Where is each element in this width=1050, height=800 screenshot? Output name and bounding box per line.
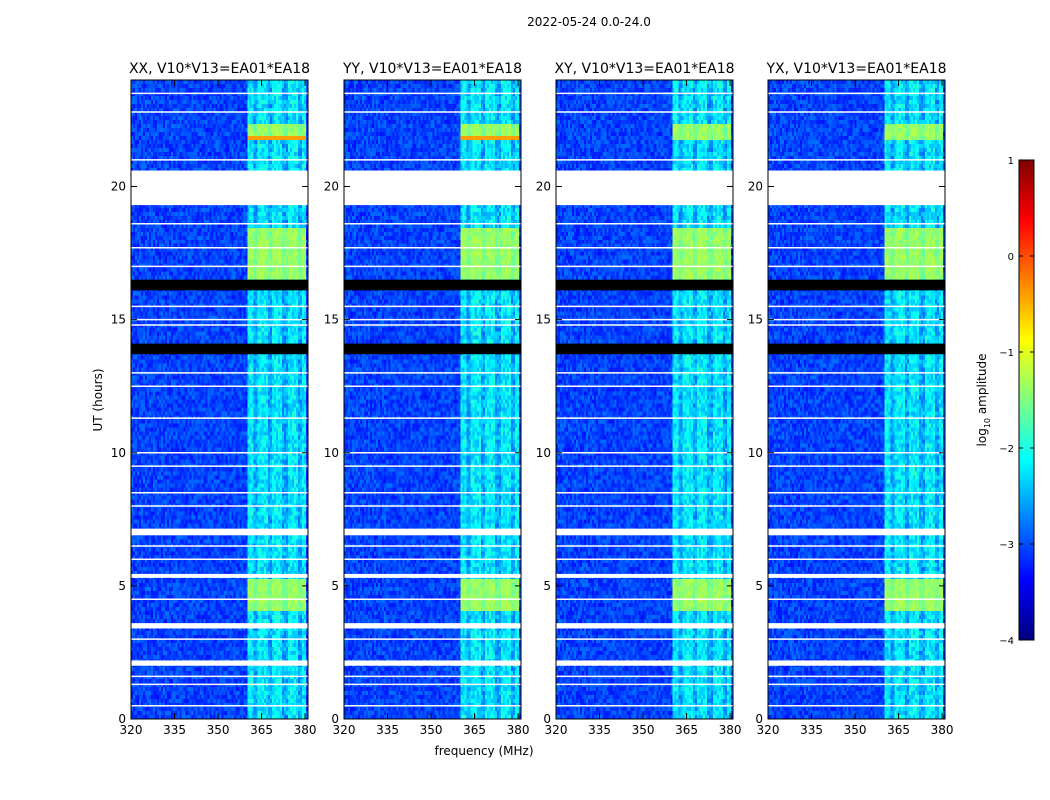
- y-tick-label: 15: [748, 313, 763, 327]
- y-tick-label: 0: [755, 712, 763, 726]
- y-tick-label: 15: [324, 313, 339, 327]
- colorbar-tick-label: 1: [1008, 156, 1014, 167]
- colorbar-tick-label: −1: [999, 348, 1014, 359]
- panel-frame: [767, 79, 946, 720]
- flagged-band: [131, 573, 308, 578]
- panel-frame: [130, 79, 309, 720]
- y-tick-label: 5: [543, 579, 551, 593]
- flagged-band: [556, 573, 733, 578]
- x-tick-label: 335: [376, 723, 399, 737]
- x-tick-label: 365: [250, 723, 273, 737]
- y-tick-label: 5: [118, 579, 126, 593]
- null-band: [556, 343, 733, 355]
- panel-title: XX, V10*V13=EA01*EA18: [129, 61, 310, 77]
- x-tick-label: 380: [294, 723, 317, 737]
- y-tick-label: 15: [536, 313, 551, 327]
- flagged-band: [556, 170, 733, 206]
- flagged-band: [344, 170, 521, 206]
- colorbar-tick-label: −4: [999, 636, 1014, 647]
- flagged-band: [556, 660, 733, 666]
- colorbar-label: log10 amplitude: [975, 354, 992, 447]
- x-tick-label: 380: [507, 723, 530, 737]
- y-tick-label: 0: [118, 712, 126, 726]
- x-tick-label: 365: [463, 723, 486, 737]
- null-band: [556, 279, 733, 291]
- null-band: [768, 343, 945, 355]
- null-band: [131, 279, 308, 291]
- y-tick-label: 20: [324, 180, 339, 194]
- x-tick-label: 350: [420, 723, 443, 737]
- flagged-band: [131, 660, 308, 666]
- x-tick-label: 335: [163, 723, 186, 737]
- flagged-band: [131, 528, 308, 536]
- panel-title: YX, V10*V13=EA01*EA18: [765, 61, 946, 77]
- flagged-band: [556, 528, 733, 536]
- x-tick-label: 365: [675, 723, 698, 737]
- x-tick-label: 320: [545, 723, 568, 737]
- x-tick-label: 365: [887, 723, 910, 737]
- x-tick-label: 335: [800, 723, 823, 737]
- flagged-band: [768, 660, 945, 666]
- flagged-band: [768, 170, 945, 206]
- panel-yx: YX, V10*V13=EA01*EA18 320 335 350 365 380 0 5 10…: [748, 61, 954, 737]
- panel-frame: [555, 79, 734, 720]
- panel-xx: XX, V10*V13=EA01*EA18 320 335 350 365 380 0 5 10…: [111, 61, 317, 737]
- y-tick-label: 0: [331, 712, 339, 726]
- x-tick-label: 320: [333, 723, 356, 737]
- y-tick-label: 10: [111, 446, 126, 460]
- flagged-band: [556, 623, 733, 629]
- flagged-band: [768, 528, 945, 536]
- flagged-band: [131, 170, 308, 206]
- x-tick-label: 350: [844, 723, 867, 737]
- y-tick-label: 15: [111, 313, 126, 327]
- x-axis-label: frequency (MHz): [434, 744, 533, 758]
- flagged-band: [131, 623, 308, 629]
- null-band: [344, 279, 521, 291]
- null-band: [768, 279, 945, 291]
- colorbar-gradient: [1018, 159, 1035, 641]
- flagged-band: [344, 660, 521, 666]
- panel-title: XY, V10*V13=EA01*EA18: [554, 61, 734, 77]
- x-tick-label: 320: [120, 723, 143, 737]
- x-tick-label: 320: [757, 723, 780, 737]
- y-tick-label: 10: [324, 446, 339, 460]
- flagged-band: [344, 528, 521, 536]
- panel-frame: [343, 79, 522, 720]
- y-tick-label: 20: [536, 180, 551, 194]
- flagged-band: [344, 623, 521, 629]
- panels-group: XX, V10*V13=EA01*EA18 320 335 350 365 380 0 5 10…: [111, 61, 954, 737]
- null-band: [131, 343, 308, 355]
- x-tick-label: 350: [207, 723, 230, 737]
- y-tick-label: 5: [331, 579, 339, 593]
- colorbar-tick-label: −3: [999, 540, 1014, 551]
- colorbar: −4 −3 −2 −1 0 1 log10 amplitude: [975, 156, 1035, 647]
- y-tick-label: 20: [111, 180, 126, 194]
- colorbar-tick-label: 0: [1008, 252, 1014, 263]
- figure-suptitle: 2022-05-24 0.0-24.0: [527, 15, 651, 29]
- y-tick-label: 0: [543, 712, 551, 726]
- y-tick-label: 5: [755, 579, 763, 593]
- x-tick-label: 335: [588, 723, 611, 737]
- y-tick-label: 10: [748, 446, 763, 460]
- x-tick-label: 380: [931, 723, 954, 737]
- flagged-band: [768, 573, 945, 578]
- x-tick-label: 380: [719, 723, 742, 737]
- y-tick-label: 20: [748, 180, 763, 194]
- colorbar-tick-label: −2: [999, 444, 1014, 455]
- panel-xy: XY, V10*V13=EA01*EA18 320 335 350 365 380 0 5 10…: [536, 61, 742, 737]
- flagged-band: [344, 573, 521, 578]
- y-axis-label: UT (hours): [91, 368, 105, 431]
- panel-title: YY, V10*V13=EA01*EA18: [342, 61, 522, 77]
- null-band: [344, 343, 521, 355]
- panel-yy: YY, V10*V13=EA01*EA18 320 335 350 365 380 0 5 10…: [324, 61, 530, 737]
- flagged-band: [768, 623, 945, 629]
- y-tick-label: 10: [536, 446, 551, 460]
- x-tick-label: 350: [632, 723, 655, 737]
